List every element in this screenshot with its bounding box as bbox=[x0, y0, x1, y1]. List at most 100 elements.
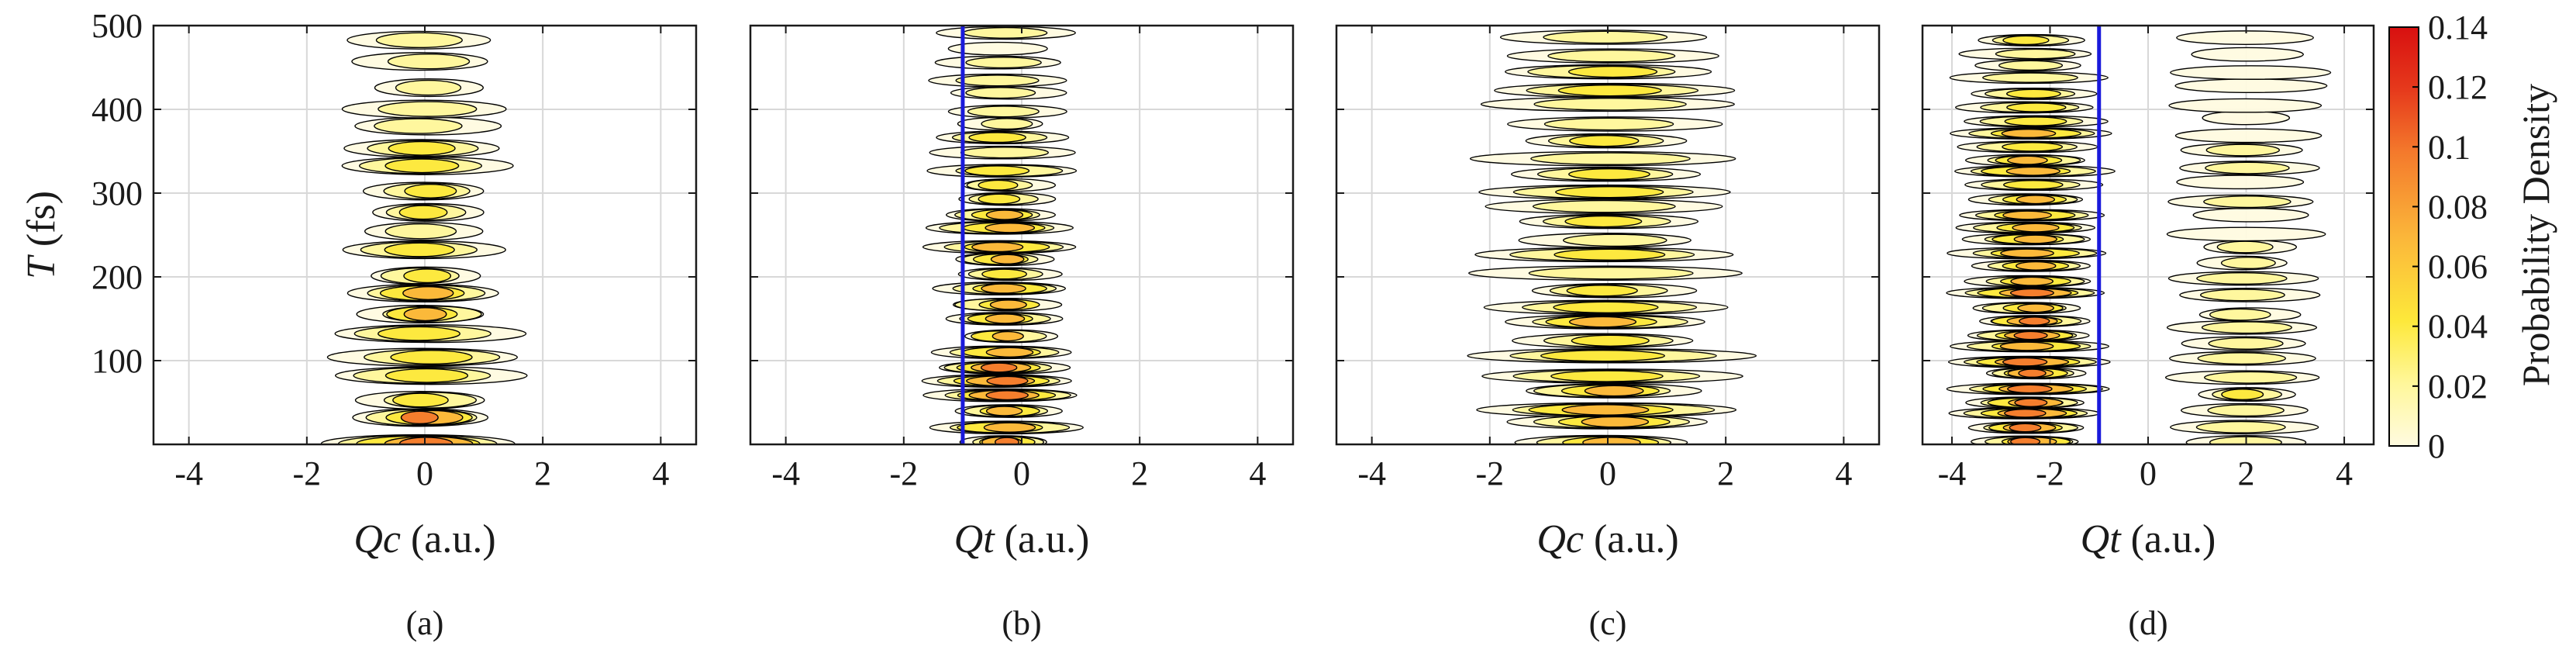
panel-c: -4 -2 0 2 4 Qc (a.u.) (c) bbox=[1335, 24, 1881, 642]
density-contour bbox=[384, 242, 455, 257]
ylabel: T (fs) bbox=[19, 191, 64, 279]
xlabel-var: Qt bbox=[954, 517, 996, 561]
x-tick-label: 4 bbox=[1249, 454, 1266, 492]
density-contour bbox=[1555, 185, 1664, 199]
density-contour bbox=[971, 241, 1024, 253]
x-tick-label: 2 bbox=[1717, 454, 1734, 492]
panel-label-d: (d) bbox=[2128, 604, 2167, 642]
density-contour bbox=[2208, 337, 2284, 350]
xlabel-var: Qt bbox=[2081, 517, 2123, 561]
density-contour bbox=[1568, 316, 1637, 328]
density-contour bbox=[2199, 288, 2285, 302]
y-tick-label: 500 bbox=[91, 7, 143, 45]
density-contour bbox=[2009, 288, 2054, 298]
density-contour bbox=[2203, 195, 2292, 209]
density-contour bbox=[390, 350, 473, 365]
density-contour bbox=[1532, 199, 1676, 213]
density-contour bbox=[1564, 215, 1643, 228]
density-contour bbox=[403, 268, 452, 284]
density-contour bbox=[2017, 303, 2054, 313]
colorbar-tick-label: 0.1 bbox=[2428, 128, 2471, 166]
density-contour bbox=[2003, 179, 2064, 190]
density-contour bbox=[2176, 30, 2314, 45]
density-contour bbox=[2002, 210, 2052, 220]
density-contour bbox=[2013, 330, 2048, 340]
xlabel-unit: (a.u.) bbox=[995, 517, 1090, 561]
density-contour bbox=[398, 205, 448, 220]
density-contour bbox=[1553, 301, 1659, 314]
density-contour bbox=[395, 79, 462, 96]
density-contour bbox=[388, 140, 456, 156]
density-contour bbox=[2016, 261, 2057, 271]
x-tick-label: 2 bbox=[2238, 454, 2255, 492]
plot-area-c bbox=[1336, 26, 1879, 444]
density-contour bbox=[1999, 341, 2054, 351]
density-contour bbox=[1995, 48, 2076, 60]
density-contour bbox=[385, 158, 460, 174]
density-contour bbox=[1982, 72, 2078, 83]
density-contour bbox=[2170, 65, 2332, 80]
density-contour bbox=[1530, 152, 1691, 165]
density-contour bbox=[2221, 389, 2264, 400]
density-contour bbox=[947, 41, 1048, 56]
density-contour bbox=[2012, 223, 2060, 233]
ylabel-unit: (fs) bbox=[19, 191, 64, 257]
density-contour bbox=[2002, 142, 2064, 152]
panel-label-c: (c) bbox=[1589, 604, 1627, 642]
density-contour bbox=[1543, 30, 1668, 44]
density-contour bbox=[404, 183, 457, 199]
density-contour bbox=[2001, 129, 2057, 139]
density-contour bbox=[986, 375, 1029, 386]
x-tick-label: 4 bbox=[1835, 454, 1852, 492]
density-contour bbox=[2002, 357, 2048, 367]
density-contour bbox=[2000, 248, 2054, 258]
x-tick-label: -2 bbox=[889, 454, 918, 492]
density-contour bbox=[964, 165, 1030, 177]
colorbar-ticks: 0.14 0.12 0.1 0.08 0.06 0.04 0.02 0 bbox=[2412, 9, 2488, 465]
density-contour bbox=[2014, 398, 2048, 408]
axes-c: -4 -2 0 2 4 bbox=[1335, 24, 1881, 492]
x-tick-label: -4 bbox=[174, 454, 203, 492]
x-tick-label: 4 bbox=[2336, 454, 2353, 492]
panel-label-b: (b) bbox=[1002, 604, 1041, 642]
density-contour bbox=[1581, 416, 1650, 428]
y-tick-label: 100 bbox=[91, 342, 143, 380]
colorbar: 0.14 0.12 0.1 0.08 0.06 0.04 0.02 0 Probability… bbox=[2388, 9, 2557, 465]
density-contour bbox=[2209, 308, 2271, 321]
y-tick-label: 400 bbox=[91, 91, 143, 129]
density-contour bbox=[2205, 161, 2290, 174]
xlabel-a: Qc (a.u.) bbox=[353, 517, 495, 561]
density-contour bbox=[2002, 35, 2050, 46]
density-contour bbox=[960, 147, 1049, 159]
xlabel-c: Qc (a.u.) bbox=[1536, 517, 1678, 561]
density-contour bbox=[1557, 84, 1662, 97]
colorbar-tick-label: 0.02 bbox=[2428, 368, 2488, 406]
x-tick-label: 4 bbox=[652, 454, 669, 492]
x-tick-label: -2 bbox=[1475, 454, 1504, 492]
density-contour bbox=[1584, 385, 1644, 397]
density-contour bbox=[2013, 234, 2058, 244]
y-tick-label: 300 bbox=[91, 174, 143, 212]
plot-area-a bbox=[153, 26, 696, 444]
colorbar-tick-label: 0.12 bbox=[2428, 68, 2488, 106]
x-tick-label: -4 bbox=[771, 454, 800, 492]
density-contour bbox=[402, 285, 454, 300]
density-contour bbox=[967, 105, 1040, 118]
density-contour bbox=[978, 193, 1021, 205]
density-contour bbox=[1567, 65, 1658, 78]
x-tick-label: 0 bbox=[1599, 454, 1616, 492]
density-contour bbox=[2216, 240, 2274, 254]
density-contour bbox=[375, 32, 463, 49]
x-tick-label: 0 bbox=[1013, 454, 1030, 492]
density-contour bbox=[2176, 174, 2305, 190]
density-contour bbox=[387, 53, 471, 70]
density-contour bbox=[955, 74, 1040, 87]
density-contour bbox=[2010, 437, 2041, 444]
density-contour bbox=[1566, 285, 1638, 297]
density-contour bbox=[1571, 334, 1650, 347]
colorbar-tick-label: 0 bbox=[2428, 427, 2445, 465]
density-contour bbox=[392, 392, 449, 408]
xlabel-d: Qt (a.u.) bbox=[2081, 517, 2216, 561]
density-contour bbox=[2016, 195, 2056, 205]
